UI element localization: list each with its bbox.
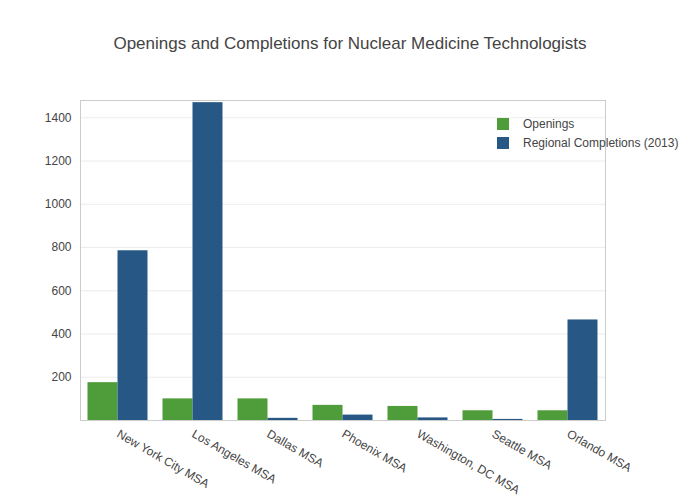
svg-text:Los Angeles MSA: Los Angeles MSA <box>190 427 279 486</box>
html-text:Openings and Completions for N: Openings and Completions for Nuclear Med… <box>113 34 587 53</box>
html-text:Openings: Openings <box>523 116 575 131</box>
svg-text:Phoenix MSA: Phoenix MSA <box>340 427 410 475</box>
svg-text:Orlando MSA: Orlando MSA <box>565 427 634 475</box>
svg-text:1400: 1400 <box>45 111 72 125</box>
svg-text:800: 800 <box>51 240 71 254</box>
svg-text:1200: 1200 <box>45 154 72 168</box>
svg-text:Dallas MSA: Dallas MSA <box>265 427 326 470</box>
svg-text:600: 600 <box>51 284 71 298</box>
svg-text:Washington, DC MSA: Washington, DC MSA <box>414 426 523 497</box>
svg-text:200: 200 <box>51 370 71 384</box>
html-text:Regional Completions (2013): Regional Completions (2013) <box>523 135 679 150</box>
svg-text:New York City MSA: New York City MSA <box>114 426 212 491</box>
svg-text:1000: 1000 <box>45 197 72 211</box>
svg-text:Seattle MSA: Seattle MSA <box>490 427 555 472</box>
svg-text:400: 400 <box>51 327 71 341</box>
